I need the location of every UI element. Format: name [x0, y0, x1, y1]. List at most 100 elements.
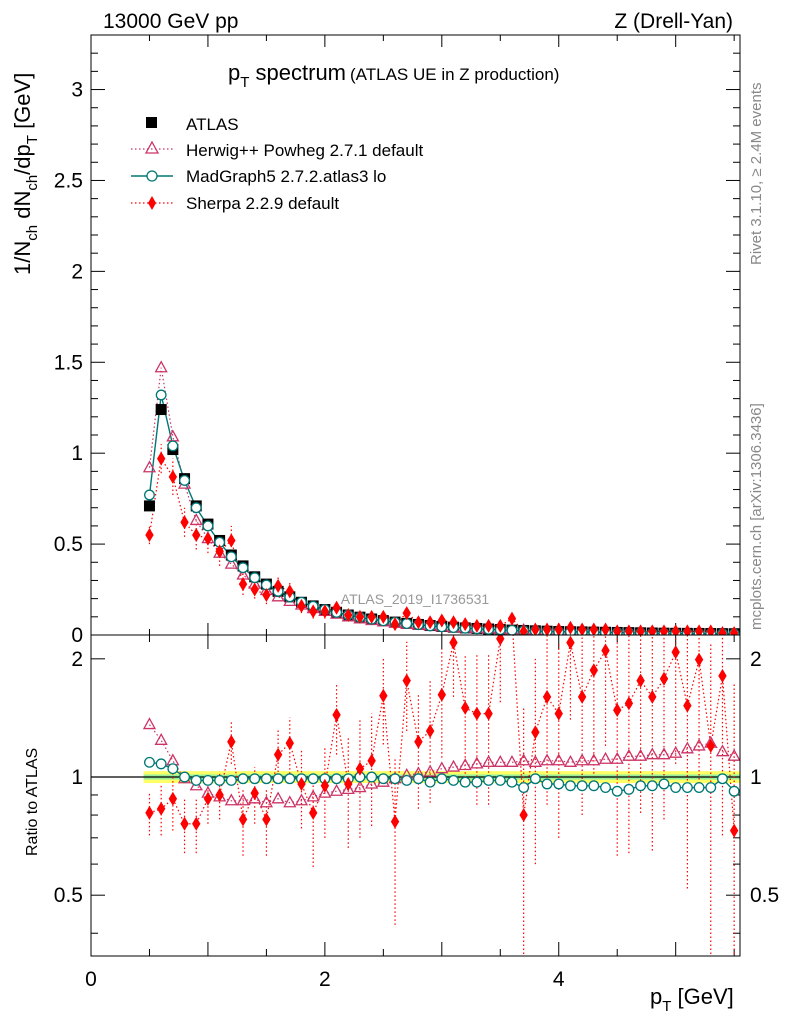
madgraph-point [249, 773, 261, 785]
sherpa-point [273, 747, 283, 762]
sherpa-point [694, 624, 704, 635]
sherpa-point [659, 671, 669, 686]
sherpa-point [402, 673, 411, 688]
sherpa-point [320, 778, 330, 793]
legend: ATLAS Herwig++ Powheg 2.7.1 default MadG… [131, 115, 423, 213]
sherpa-point [414, 615, 423, 630]
sherpa-point [156, 451, 166, 466]
legend-marker-herwig [144, 140, 160, 154]
sherpa-point [694, 652, 704, 667]
sherpa-point [238, 812, 248, 827]
sherpa-point [706, 624, 715, 635]
sherpa-point [332, 707, 341, 722]
herwig-point [435, 761, 449, 774]
madgraph-point [307, 773, 319, 785]
main-y-tick-label: 1.5 [54, 351, 83, 374]
madgraph-point [506, 624, 518, 635]
sherpa-point [496, 635, 505, 646]
madgraph-point [483, 775, 495, 786]
herwig-point [329, 783, 344, 796]
sherpa-point [519, 624, 528, 635]
herwig-point [669, 745, 683, 758]
herwig-point [610, 751, 624, 764]
herwig-point [446, 759, 461, 772]
sherpa-point [484, 618, 493, 633]
ratio-x-tick-label: 2 [319, 968, 331, 991]
herwig-point [727, 748, 740, 761]
sherpa-point [729, 823, 739, 838]
sherpa-point [624, 624, 634, 635]
herwig-point [692, 738, 706, 751]
sherpa-point [601, 622, 610, 635]
sherpa-point [168, 791, 178, 806]
herwig-point [353, 780, 367, 793]
legend-marker-sherpa [148, 196, 156, 210]
sherpa-point [496, 618, 505, 633]
sherpa-point [636, 624, 645, 635]
madgraph-point [225, 551, 237, 563]
herwig-point [540, 753, 554, 766]
ratio-panel: Ratio to ATLAS 0.5 0.5 1 1 2 2 0 2 4 pT [GeV] [24, 634, 779, 1015]
sherpa-point [624, 696, 634, 711]
herwig-point [142, 717, 157, 730]
herwig-point [283, 795, 297, 808]
sherpa-point [613, 624, 622, 635]
herwig-point [341, 782, 355, 795]
sherpa-point [344, 608, 353, 622]
ratio-y-tick-label-right: 0.5 [750, 884, 779, 907]
sherpa-point [250, 786, 259, 801]
herwig-point [154, 732, 168, 745]
madgraph-point [494, 775, 506, 786]
sherpa-point [344, 776, 353, 791]
madgraph-point [459, 776, 471, 788]
sherpa-point [636, 673, 645, 688]
sherpa-point [203, 531, 213, 546]
madgraph-point [717, 773, 728, 785]
herwig-point [189, 513, 203, 526]
herwig-line [149, 724, 735, 804]
sherpa-point [613, 703, 622, 718]
madgraph-point [576, 780, 588, 792]
rivet-version-label: Rivet 3.1.10, ≥ 2.4M events [748, 83, 765, 266]
madgraph-point [436, 773, 448, 785]
sherpa-point [683, 698, 692, 713]
ratio-y-tick-label-right: 2 [750, 648, 762, 671]
madgraph-point [506, 776, 518, 788]
sherpa-point [262, 812, 271, 827]
madgraph-point [260, 773, 272, 785]
herwig-point [587, 753, 601, 766]
main-y-tick-label: 2.5 [54, 169, 83, 192]
ratio-x-tick-label: 0 [85, 968, 97, 991]
main-panel: pT spectrum (ATLAS UE in Z production) 1/… [10, 34, 741, 647]
madgraph-point [377, 773, 389, 785]
ratio-plot-frame [90, 634, 741, 957]
herwig-point [505, 754, 519, 767]
herwig-point [294, 793, 309, 806]
madgraph-point [237, 562, 249, 574]
sherpa-point [379, 609, 388, 624]
sherpa-point [145, 528, 154, 542]
sherpa-point [332, 600, 341, 615]
sherpa-point [192, 816, 201, 831]
sherpa-point [437, 687, 447, 702]
legend-marker-atlas [146, 117, 157, 128]
sherpa-point [472, 618, 482, 633]
sherpa-point [449, 615, 458, 630]
sherpa-point [297, 776, 306, 791]
madgraph-point [331, 773, 343, 785]
herwig-point [318, 785, 332, 798]
sherpa-point [320, 604, 330, 619]
herwig-point [271, 791, 285, 804]
sherpa-point [227, 734, 236, 749]
herwig-point [680, 741, 694, 754]
sherpa-point [297, 598, 306, 613]
sherpa-point [671, 645, 680, 660]
sherpa-point [437, 613, 447, 628]
madgraph-point [190, 775, 202, 786]
sherpa-point [203, 791, 213, 806]
sherpa-point [145, 805, 154, 820]
herwig-point [423, 764, 437, 777]
herwig-point [715, 744, 730, 757]
madgraph-point [693, 782, 705, 794]
